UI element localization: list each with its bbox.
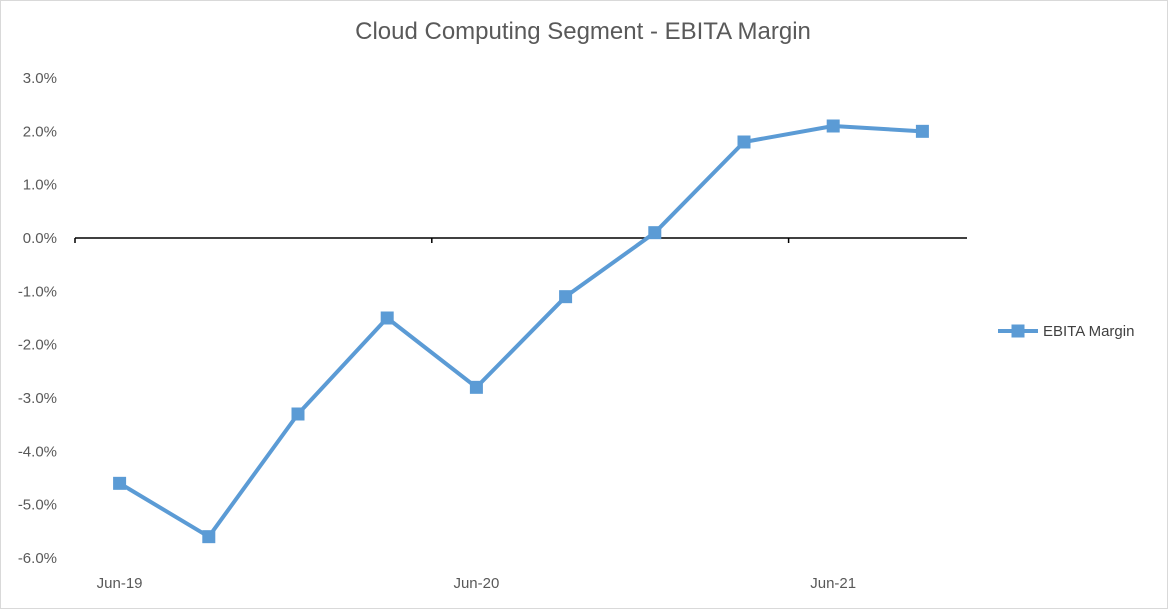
data-point-marker [915, 124, 929, 138]
x-axis: Jun-19 Jun-20 Jun-21 [74, 237, 967, 592]
y-tick-label: 3.0% [23, 70, 57, 87]
y-tick-label: 1.0% [23, 177, 57, 194]
legend-marker [1011, 324, 1025, 338]
y-tick-label: -5.0% [18, 497, 57, 514]
chart-title: Cloud Computing Segment - EBITA Margin [355, 18, 811, 45]
data-point-marker [826, 119, 840, 133]
y-tick-label: -1.0% [18, 283, 57, 300]
y-tick-label: -3.0% [18, 390, 57, 407]
x-tick-label: Jun-21 [810, 575, 856, 592]
data-point-marker [113, 476, 127, 490]
data-point-marker [202, 530, 216, 544]
x-tick-label: Jun-19 [97, 575, 143, 592]
data-point-marker [648, 226, 662, 240]
legend: EBITA Margin [998, 323, 1134, 340]
y-tick-label: -2.0% [18, 337, 57, 354]
x-tick-label: Jun-20 [453, 575, 499, 592]
y-tick-label: -6.0% [18, 550, 57, 567]
y-tick-label: -4.0% [18, 443, 57, 460]
data-point-marker [559, 290, 573, 304]
data-point-marker [291, 407, 305, 421]
y-tick-label: 0.0% [23, 230, 57, 247]
series-line [118, 124, 923, 539]
data-point-marker [380, 311, 394, 325]
y-axis-labels: 3.0% 2.0% 1.0% 0.0% -1.0% -2.0% -3.0% -4.0% -5.0… [18, 70, 57, 567]
plot-area [113, 119, 929, 544]
data-point-marker [737, 135, 751, 149]
y-tick-label: 2.0% [23, 123, 57, 140]
data-point-marker [469, 380, 483, 394]
legend-label: EBITA Margin [1043, 323, 1134, 340]
